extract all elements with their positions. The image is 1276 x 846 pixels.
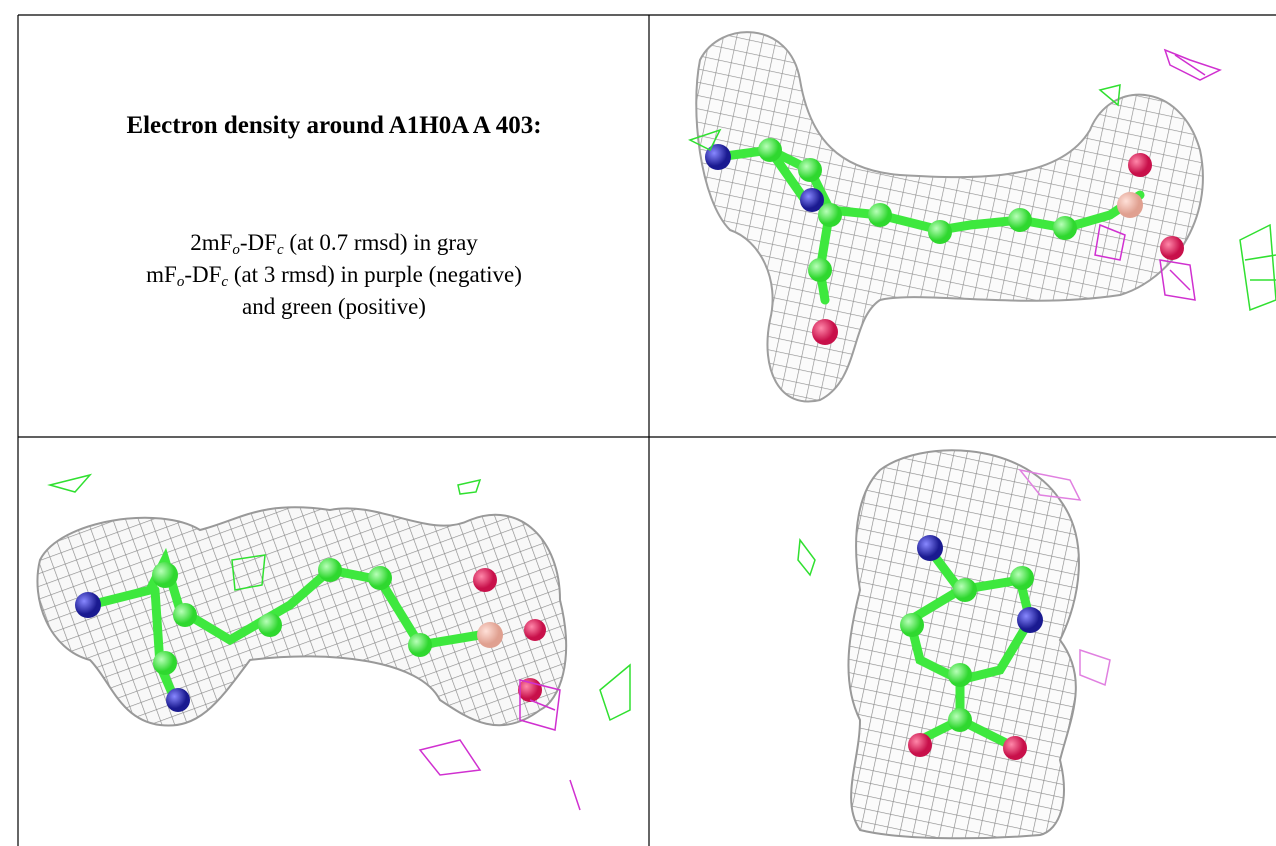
caption: 2mFo-DFc (at 0.7 rmsd) in gray mFo-DFc (… bbox=[19, 227, 649, 323]
caption-line: mFo-DFc (at 3 rmsd) in purple (negative) bbox=[19, 259, 649, 291]
density-view-3 bbox=[798, 450, 1110, 838]
subscript: c bbox=[277, 242, 284, 258]
density-view-1 bbox=[690, 32, 1276, 401]
text-cell: Electron density around A1H0A A 403: 2mF… bbox=[19, 16, 649, 436]
caption-text: (at 0.7 rmsd) in gray bbox=[284, 230, 478, 255]
caption-text: (at 3 rmsd) in purple (negative) bbox=[228, 262, 522, 287]
figure-title: Electron density around A1H0A A 403: bbox=[19, 112, 649, 140]
subscript: o bbox=[232, 242, 240, 258]
caption-text: -DF bbox=[240, 230, 277, 255]
caption-text: -DF bbox=[184, 262, 221, 287]
caption-text: 2mF bbox=[190, 230, 232, 255]
caption-line: and green (positive) bbox=[19, 291, 649, 323]
page: Electron density around A1H0A A 403: 2mF… bbox=[0, 0, 1276, 846]
caption-text: mF bbox=[146, 262, 177, 287]
caption-line: 2mFo-DFc (at 0.7 rmsd) in gray bbox=[19, 227, 649, 259]
density-view-2 bbox=[37, 475, 630, 810]
